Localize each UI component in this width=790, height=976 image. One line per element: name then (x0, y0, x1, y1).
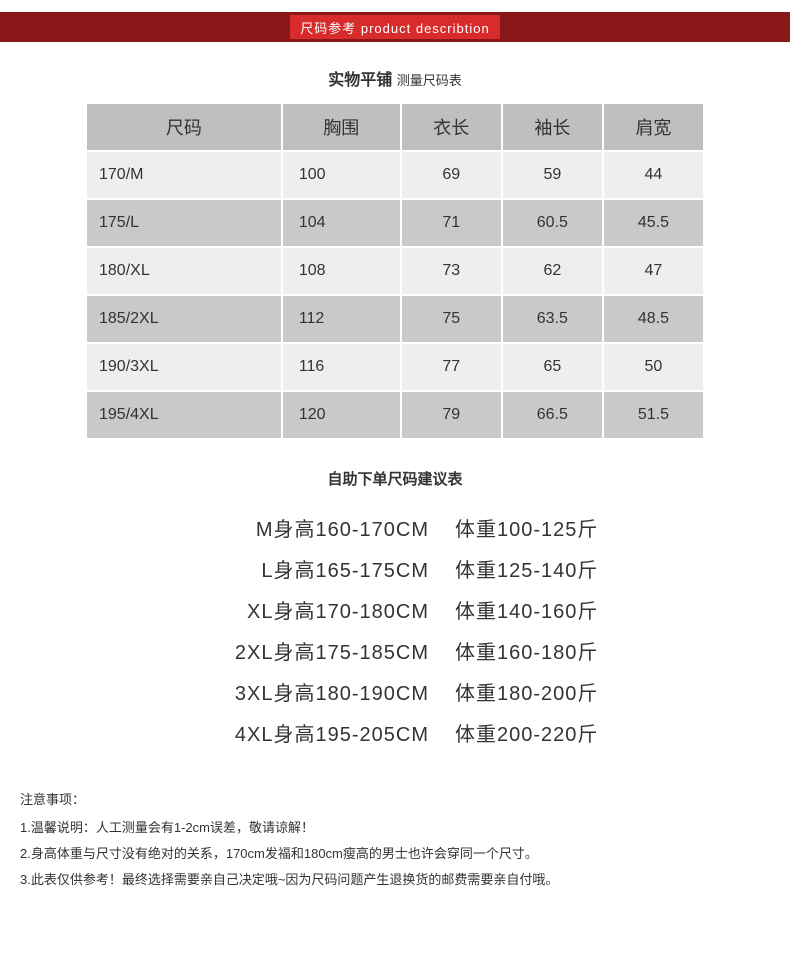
cell: 71 (401, 199, 502, 247)
suggest-height: 4XL身高195-205CM (115, 718, 455, 747)
col-chest: 胸围 (282, 103, 401, 151)
table-row: 185/2XL 112 75 63.5 48.5 (86, 295, 704, 343)
col-sleeve: 袖长 (502, 103, 603, 151)
cell: 73 (401, 247, 502, 295)
notes-item: 1.温馨说明：人工测量会有1-2cm误差，敬请谅解！ (20, 815, 770, 841)
suggest-row: 2XL身高175-185CM 体重160-180斤 (115, 636, 675, 665)
suggest-height: 2XL身高175-185CM (115, 636, 455, 665)
suggest-title: 自助下单尺码建议表 (0, 468, 790, 489)
cell: 60.5 (502, 199, 603, 247)
cell: 190/3XL (86, 343, 282, 391)
cell: 120 (282, 391, 401, 439)
table-header-row: 尺码 胸围 衣长 袖长 肩宽 (86, 103, 704, 151)
col-shoulder: 肩宽 (603, 103, 704, 151)
table-row: 195/4XL 120 79 66.5 51.5 (86, 391, 704, 439)
cell: 45.5 (603, 199, 704, 247)
col-length: 衣长 (401, 103, 502, 151)
suggest-row: XL身高170-180CM 体重140-160斤 (115, 595, 675, 624)
cell: 108 (282, 247, 401, 295)
table-row: 175/L 104 71 60.5 45.5 (86, 199, 704, 247)
cell: 185/2XL (86, 295, 282, 343)
cell: 77 (401, 343, 502, 391)
suggest-height: M身高160-170CM (115, 513, 455, 542)
cell: 112 (282, 295, 401, 343)
suggest-height: 3XL身高180-190CM (115, 677, 455, 706)
suggest-weight: 体重200-220斤 (455, 718, 675, 747)
cell: 104 (282, 199, 401, 247)
banner-text: 尺码参考 product describtion (300, 18, 489, 37)
notes-item: 2.身高体重与尺寸没有绝对的关系，170cm发福和180cm瘦高的男士也许会穿同… (20, 841, 770, 867)
table-title-sub: 测量尺码表 (397, 73, 462, 88)
table-title: 实物平铺 测量尺码表 (0, 66, 790, 90)
cell: 47 (603, 247, 704, 295)
suggest-weight: 体重180-200斤 (455, 677, 675, 706)
suggest-height: L身高165-175CM (115, 554, 455, 583)
col-size: 尺码 (86, 103, 282, 151)
section-banner: 尺码参考 product describtion (0, 12, 790, 42)
suggest-row: M身高160-170CM 体重100-125斤 (115, 513, 675, 542)
suggest-row: 4XL身高195-205CM 体重200-220斤 (115, 718, 675, 747)
cell: 44 (603, 151, 704, 199)
suggest-weight: 体重100-125斤 (455, 513, 675, 542)
suggest-weight: 体重160-180斤 (455, 636, 675, 665)
cell: 59 (502, 151, 603, 199)
cell: 48.5 (603, 295, 704, 343)
suggest-weight: 体重125-140斤 (455, 554, 675, 583)
suggest-weight: 体重140-160斤 (455, 595, 675, 624)
cell: 65 (502, 343, 603, 391)
notes-item: 3.此表仅供参考！最终选择需要亲自己决定哦~因为尺码问题产生退换货的邮费需要亲自… (20, 867, 770, 893)
suggest-list: M身高160-170CM 体重100-125斤 L身高165-175CM 体重1… (115, 513, 675, 747)
cell: 63.5 (502, 295, 603, 343)
suggest-row: 3XL身高180-190CM 体重180-200斤 (115, 677, 675, 706)
table-title-main: 实物平铺 (328, 72, 392, 89)
cell: 100 (282, 151, 401, 199)
size-table: 尺码 胸围 衣长 袖长 肩宽 170/M 100 69 59 44 175/L … (85, 102, 705, 440)
cell: 170/M (86, 151, 282, 199)
table-row: 190/3XL 116 77 65 50 (86, 343, 704, 391)
cell: 62 (502, 247, 603, 295)
cell: 51.5 (603, 391, 704, 439)
notes-section: 注意事项： 1.温馨说明：人工测量会有1-2cm误差，敬请谅解！ 2.身高体重与… (0, 787, 790, 923)
cell: 66.5 (502, 391, 603, 439)
banner-inner: 尺码参考 product describtion (290, 15, 499, 39)
cell: 79 (401, 391, 502, 439)
suggest-height: XL身高170-180CM (115, 595, 455, 624)
cell: 75 (401, 295, 502, 343)
cell: 175/L (86, 199, 282, 247)
table-row: 170/M 100 69 59 44 (86, 151, 704, 199)
cell: 180/XL (86, 247, 282, 295)
cell: 69 (401, 151, 502, 199)
cell: 195/4XL (86, 391, 282, 439)
suggest-row: L身高165-175CM 体重125-140斤 (115, 554, 675, 583)
notes-title: 注意事项： (20, 787, 770, 813)
cell: 50 (603, 343, 704, 391)
cell: 116 (282, 343, 401, 391)
table-body: 170/M 100 69 59 44 175/L 104 71 60.5 45.… (86, 151, 704, 439)
table-row: 180/XL 108 73 62 47 (86, 247, 704, 295)
